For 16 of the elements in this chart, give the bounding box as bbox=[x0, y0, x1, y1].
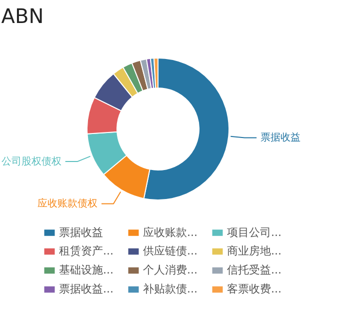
legend-label: 信托受益... bbox=[227, 264, 282, 276]
legend-label: 应收账款... bbox=[143, 226, 198, 239]
legend-label: 商业房地... bbox=[227, 244, 282, 258]
legend-label: 项目公司... bbox=[227, 226, 282, 239]
text: 公司股权债权 bbox=[1, 156, 62, 168]
legend-label: 基础设施... bbox=[59, 264, 114, 276]
text: 应收账款债权 bbox=[37, 198, 98, 210]
legend-label: 个人消费... bbox=[143, 264, 198, 276]
legend-label: 供应链债... bbox=[143, 244, 198, 258]
chart-title: ABN bbox=[1, 4, 44, 28]
legend-label: 补贴款债... bbox=[143, 282, 198, 296]
legend-label: 票据收益 bbox=[59, 226, 103, 239]
legend-label: 租赁资产... bbox=[59, 244, 114, 258]
legend-label: 票据收益... bbox=[59, 282, 114, 296]
slice-label: 票据收益 bbox=[260, 132, 301, 144]
legend-label: 客票收费... bbox=[227, 282, 282, 296]
